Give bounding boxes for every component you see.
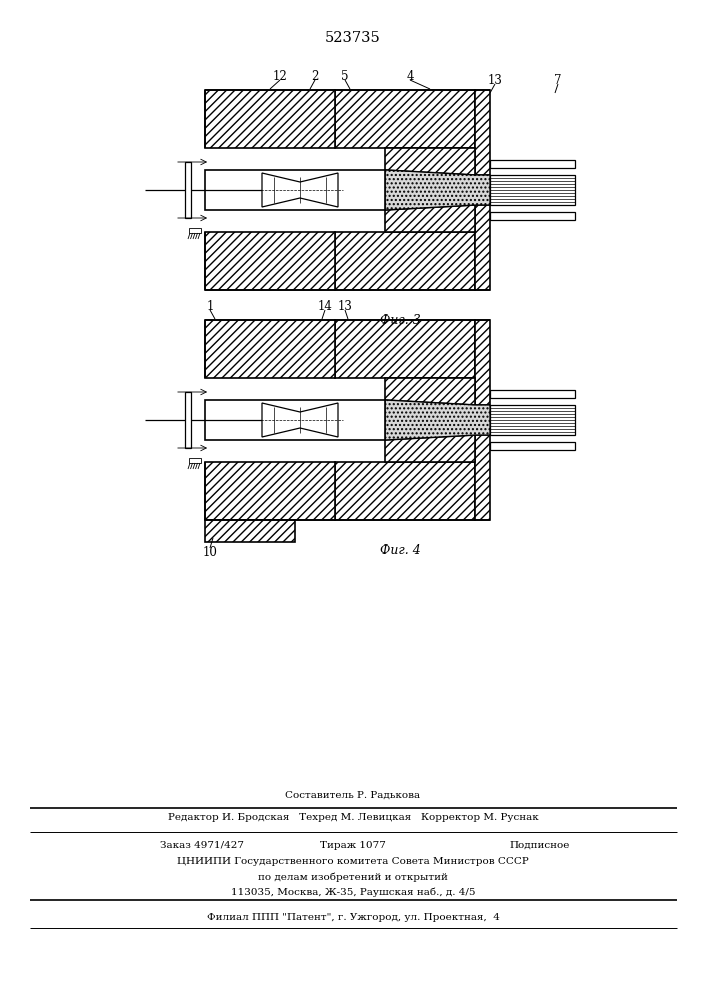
Polygon shape xyxy=(335,90,475,148)
Polygon shape xyxy=(262,403,338,437)
Text: 14: 14 xyxy=(317,300,332,312)
Bar xyxy=(490,405,575,435)
Bar xyxy=(189,228,201,233)
Text: Фиг. 4: Фиг. 4 xyxy=(380,544,421,556)
Text: по делам изобретений и открытий: по делам изобретений и открытий xyxy=(258,872,448,882)
Polygon shape xyxy=(475,90,490,175)
Polygon shape xyxy=(475,435,490,520)
Polygon shape xyxy=(205,90,335,148)
Bar xyxy=(490,212,575,220)
Text: 10: 10 xyxy=(203,546,218,558)
Polygon shape xyxy=(385,378,475,405)
Bar xyxy=(490,175,575,205)
Polygon shape xyxy=(385,400,490,440)
Text: 523735: 523735 xyxy=(325,31,381,45)
Text: 13: 13 xyxy=(337,300,352,312)
Bar xyxy=(205,170,385,210)
Polygon shape xyxy=(385,435,475,462)
Polygon shape xyxy=(205,320,335,378)
Text: Подписное: Подписное xyxy=(510,840,570,850)
Text: Фиг. 3: Фиг. 3 xyxy=(380,314,421,326)
Bar xyxy=(185,162,191,218)
Polygon shape xyxy=(475,205,490,290)
Polygon shape xyxy=(335,462,475,520)
Bar xyxy=(490,390,575,398)
Text: Филиал ППП "Патент", г. Ужгород, ул. Проектная,  4: Филиал ППП "Патент", г. Ужгород, ул. Про… xyxy=(206,912,499,922)
Text: 113035, Москва, Ж-35, Раушская наб., д. 4/5: 113035, Москва, Ж-35, Раушская наб., д. … xyxy=(230,887,475,897)
Polygon shape xyxy=(385,148,475,175)
Polygon shape xyxy=(335,320,475,378)
Text: 7: 7 xyxy=(554,74,562,87)
Polygon shape xyxy=(205,520,295,542)
Text: 2: 2 xyxy=(311,70,319,83)
Text: 12: 12 xyxy=(273,70,287,83)
Text: 4: 4 xyxy=(407,70,414,83)
Polygon shape xyxy=(475,320,490,405)
Bar xyxy=(490,442,575,450)
Text: 5: 5 xyxy=(341,70,349,83)
Text: Тираж 1077: Тираж 1077 xyxy=(320,840,386,850)
Bar xyxy=(185,392,191,448)
Text: ЦНИИПИ Государственного комитета Совета Министров СССР: ЦНИИПИ Государственного комитета Совета … xyxy=(177,857,529,866)
Polygon shape xyxy=(385,170,490,210)
Bar xyxy=(490,160,575,168)
Polygon shape xyxy=(205,462,335,520)
Polygon shape xyxy=(205,232,335,290)
Polygon shape xyxy=(385,205,475,232)
Polygon shape xyxy=(335,232,475,290)
Text: Редактор И. Бродская   Техред М. Левицкая   Корректор М. Руснак: Редактор И. Бродская Техред М. Левицкая … xyxy=(168,814,538,822)
Text: Составитель Р. Радькова: Составитель Р. Радькова xyxy=(286,790,421,800)
Text: Заказ 4971/427: Заказ 4971/427 xyxy=(160,840,244,850)
Bar xyxy=(205,400,385,440)
Bar xyxy=(189,458,201,463)
Polygon shape xyxy=(262,173,338,207)
Text: 1: 1 xyxy=(206,300,214,312)
Text: 13: 13 xyxy=(488,74,503,87)
